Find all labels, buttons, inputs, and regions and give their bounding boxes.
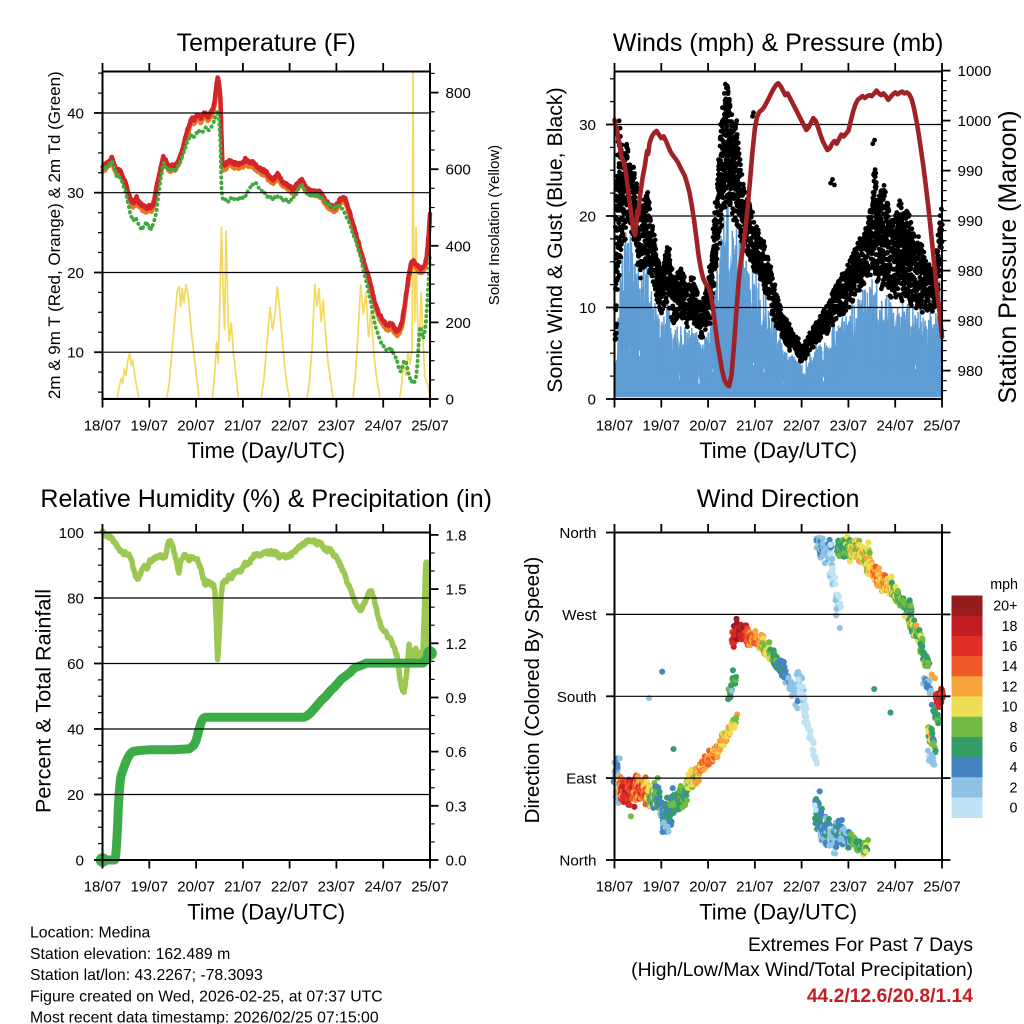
svg-text:40: 40: [67, 722, 84, 739]
svg-text:18/07: 18/07: [596, 418, 634, 435]
svg-text:30: 30: [67, 185, 84, 202]
svg-text:24/07: 24/07: [876, 418, 914, 435]
svg-text:22/07: 22/07: [783, 418, 821, 435]
svg-text:21/07: 21/07: [736, 418, 774, 435]
svg-text:25/07: 25/07: [411, 879, 449, 896]
svg-text:0.0: 0.0: [446, 853, 467, 870]
svg-text:1.8: 1.8: [446, 527, 467, 544]
svg-text:18/07: 18/07: [84, 418, 122, 435]
svg-text:20: 20: [67, 787, 84, 804]
svg-text:1.5: 1.5: [446, 582, 467, 599]
svg-text:19/07: 19/07: [131, 418, 169, 435]
svg-text:10: 10: [67, 345, 84, 362]
svg-text:0: 0: [446, 392, 454, 409]
svg-text:Winds (mph) & Pressure (mb): Winds (mph) & Pressure (mb): [613, 29, 944, 57]
svg-text:0: 0: [76, 853, 84, 870]
svg-text:22/07: 22/07: [271, 418, 309, 435]
svg-text:23/07: 23/07: [318, 418, 356, 435]
svg-text:20: 20: [579, 209, 596, 226]
svg-text:200: 200: [446, 315, 471, 332]
svg-text:Relative Humidity (%) & Precip: Relative Humidity (%) & Precipitation (i…: [40, 485, 492, 513]
svg-text:990: 990: [958, 213, 983, 230]
svg-text:20/07: 20/07: [177, 418, 215, 435]
svg-text:Time (Day/UTC): Time (Day/UTC): [187, 438, 345, 463]
svg-text:20: 20: [67, 265, 84, 282]
svg-text:Time (Day/UTC): Time (Day/UTC): [699, 438, 857, 463]
svg-text:19/07: 19/07: [131, 879, 169, 896]
svg-text:60: 60: [67, 656, 84, 673]
svg-text:980: 980: [958, 313, 983, 330]
svg-text:21/07: 21/07: [224, 418, 262, 435]
svg-text:23/07: 23/07: [318, 879, 356, 896]
svg-text:10: 10: [579, 300, 596, 317]
svg-text:25/07: 25/07: [411, 418, 449, 435]
svg-text:24/07: 24/07: [364, 418, 402, 435]
svg-text:20/07: 20/07: [177, 879, 215, 896]
svg-text:24/07: 24/07: [364, 879, 402, 896]
svg-text:990: 990: [958, 163, 983, 180]
svg-text:2m & 9m T (Red, Orange) & 2m T: 2m & 9m T (Red, Orange) & 2m Td (Green): [45, 71, 64, 399]
svg-text:21/07: 21/07: [224, 879, 262, 896]
svg-text:1.2: 1.2: [446, 636, 467, 653]
svg-text:0.9: 0.9: [446, 690, 467, 707]
svg-text:Percent & Total Rainfall: Percent & Total Rainfall: [31, 589, 56, 813]
svg-text:23/07: 23/07: [830, 418, 868, 435]
svg-text:980: 980: [958, 363, 983, 380]
svg-text:600: 600: [446, 162, 471, 179]
svg-text:30: 30: [579, 117, 596, 134]
svg-text:0.3: 0.3: [446, 798, 467, 815]
svg-text:100: 100: [59, 525, 84, 542]
svg-text:Station Pressure (Maroon): Station Pressure (Maroon): [994, 110, 1022, 403]
svg-text:Time (Day/UTC): Time (Day/UTC): [187, 900, 345, 925]
svg-text:800: 800: [446, 85, 471, 102]
svg-text:25/07: 25/07: [923, 418, 961, 435]
svg-text:Solar Insolation (Yellow): Solar Insolation (Yellow): [486, 145, 503, 305]
svg-text:400: 400: [446, 238, 471, 255]
svg-text:18/07: 18/07: [84, 879, 122, 896]
svg-text:40: 40: [67, 106, 84, 123]
svg-text:Sonic Wind & Gust (Blue, Black: Sonic Wind & Gust (Blue, Black): [543, 87, 567, 392]
svg-text:0.6: 0.6: [446, 744, 467, 761]
svg-text:1000: 1000: [958, 113, 992, 130]
svg-text:980: 980: [958, 263, 983, 280]
svg-text:Temperature (F): Temperature (F): [177, 29, 356, 57]
svg-text:20/07: 20/07: [689, 418, 727, 435]
svg-text:80: 80: [67, 591, 84, 608]
svg-text:19/07: 19/07: [643, 418, 681, 435]
svg-text:1000: 1000: [958, 63, 992, 80]
svg-text:22/07: 22/07: [271, 879, 309, 896]
svg-text:0: 0: [588, 392, 596, 409]
